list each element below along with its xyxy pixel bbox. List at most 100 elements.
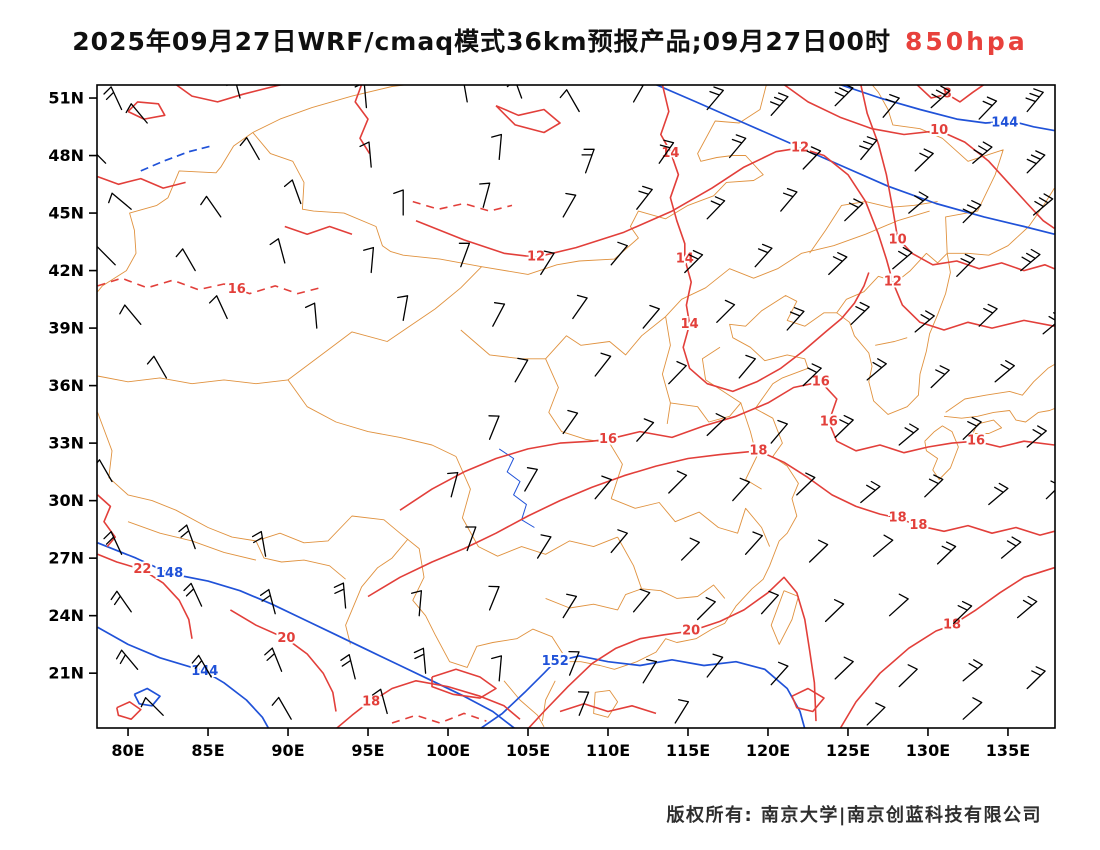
- wind-barb: [744, 531, 763, 555]
- wind-barb: [882, 93, 900, 118]
- boundary-prov-great-wall: [460, 210, 930, 360]
- wind-barb: [393, 189, 404, 216]
- wind-barb: [1025, 88, 1044, 113]
- wind-barb: [844, 198, 864, 222]
- wind-barb: [796, 472, 816, 496]
- wind-barb: [271, 696, 292, 720]
- copyright-text: 版权所有: 南京大学|南京创蓝科技有限公司: [666, 805, 1042, 826]
- boundary-japan-kyushu: [924, 425, 959, 480]
- boundary-prov-gansu-corridor: [287, 266, 482, 381]
- boundary-korea: [836, 253, 951, 415]
- boundary-hainan: [593, 689, 619, 718]
- wind-barbs: [97, 85, 1055, 726]
- wind-barb: [581, 148, 595, 174]
- height-contour: [133, 687, 161, 707]
- temperature-contour: [791, 687, 825, 713]
- wind-barb: [340, 654, 356, 680]
- wind-barb: [642, 304, 660, 329]
- wind-barb: [914, 148, 934, 172]
- wind-barb: [1026, 150, 1046, 174]
- height-contour: [479, 655, 806, 728]
- lon-tick-label: 115E: [666, 741, 710, 760]
- wind-barb: [636, 418, 655, 442]
- lon-tick-label: 110E: [586, 741, 630, 760]
- page-title: 2025年09月27日WRF/cmaq模式36km预报产品;09月27日00时 8…: [0, 22, 1100, 58]
- wind-barb: [178, 524, 196, 550]
- boundary-prov-xinjiang-tibet: [97, 375, 289, 385]
- wind-barb: [191, 654, 212, 678]
- wind-barb: [684, 249, 704, 274]
- boundary-mongolia-north: [252, 85, 409, 133]
- boundary-india-ne: [255, 540, 346, 580]
- wind-barb: [568, 650, 580, 676]
- isotherm-label: 20: [277, 631, 295, 646]
- wind-barb: [924, 474, 944, 498]
- height-label: 148: [156, 566, 183, 581]
- wind-barb: [658, 139, 675, 164]
- isotherm-label: 10: [889, 232, 907, 247]
- wind-barb: [491, 655, 503, 682]
- wind-barb: [259, 588, 276, 615]
- wind-barb: [97, 246, 116, 266]
- wind-barb: [411, 590, 423, 617]
- wind-barb: [962, 416, 982, 440]
- temperature-contour: [839, 566, 1055, 728]
- lat-tick-label: 48N: [48, 146, 84, 165]
- lon-tick-label: 90E: [271, 741, 304, 760]
- wind-barb: [371, 688, 388, 715]
- temperature-contour: [127, 101, 166, 120]
- lat-tick-label: 36N: [48, 376, 84, 395]
- wind-barb: [962, 200, 982, 224]
- wind-barb: [978, 303, 998, 327]
- temperature-contour: [116, 701, 142, 720]
- boundary-japan-shikoku: [972, 419, 1003, 434]
- isotherm-label: 16: [812, 374, 830, 389]
- wind-barb: [696, 596, 716, 621]
- wind-barb: [239, 137, 260, 161]
- temperature-contour: [175, 85, 282, 103]
- wind-barb: [1045, 476, 1055, 500]
- temperature-contour: [660, 85, 870, 393]
- boundary-prov-guangxi: [545, 588, 642, 611]
- wind-barb: [562, 593, 578, 619]
- wind-barb: [706, 413, 726, 437]
- wind-barb: [668, 470, 688, 494]
- boundary-korea-dmz: [875, 337, 908, 346]
- isotherm-label: 18: [943, 618, 961, 633]
- lon-tick-label: 80E: [111, 741, 144, 760]
- isotherm-label: 16: [967, 434, 985, 449]
- wind-barb: [898, 664, 918, 688]
- wind-barb: [674, 699, 690, 724]
- temperature-contour: [431, 668, 497, 699]
- wind-barb: [770, 661, 789, 686]
- isotherm-label: 18: [362, 694, 380, 709]
- wind-barb: [559, 89, 580, 113]
- wind-barb: [914, 310, 935, 333]
- wind-barb: [859, 136, 878, 161]
- temperature-contour: [97, 277, 321, 295]
- wind-barb: [562, 192, 577, 218]
- wind-barb: [802, 363, 822, 387]
- isotherm-label: 14: [676, 252, 694, 267]
- boundary-prov-northeast: [809, 201, 938, 254]
- wind-barb: [125, 103, 148, 124]
- wind-barb: [269, 238, 286, 264]
- isotherm-label: 16: [599, 432, 617, 447]
- wind-barb: [706, 653, 724, 678]
- axes: 51N 48N 45N 42N 39N 36N 33N 30N 27N 24N 21N 80E 85E 9…: [48, 89, 1030, 760]
- wind-barb: [458, 242, 471, 268]
- isotherm-label: 22: [133, 562, 151, 577]
- lat-tick-label: 45N: [48, 204, 84, 223]
- wind-barb: [1000, 536, 1022, 559]
- wind-barb: [359, 141, 372, 168]
- temperature-contour: [97, 494, 116, 548]
- wind-barb: [834, 414, 854, 439]
- wind-barb: [110, 590, 132, 613]
- temperature-contour: [559, 703, 657, 715]
- wind-barb: [930, 85, 951, 109]
- height-contour: [97, 626, 270, 728]
- wind-barb: [802, 146, 822, 170]
- wind-barb: [304, 302, 318, 329]
- boundary-china-south-and-coast: [97, 85, 1004, 670]
